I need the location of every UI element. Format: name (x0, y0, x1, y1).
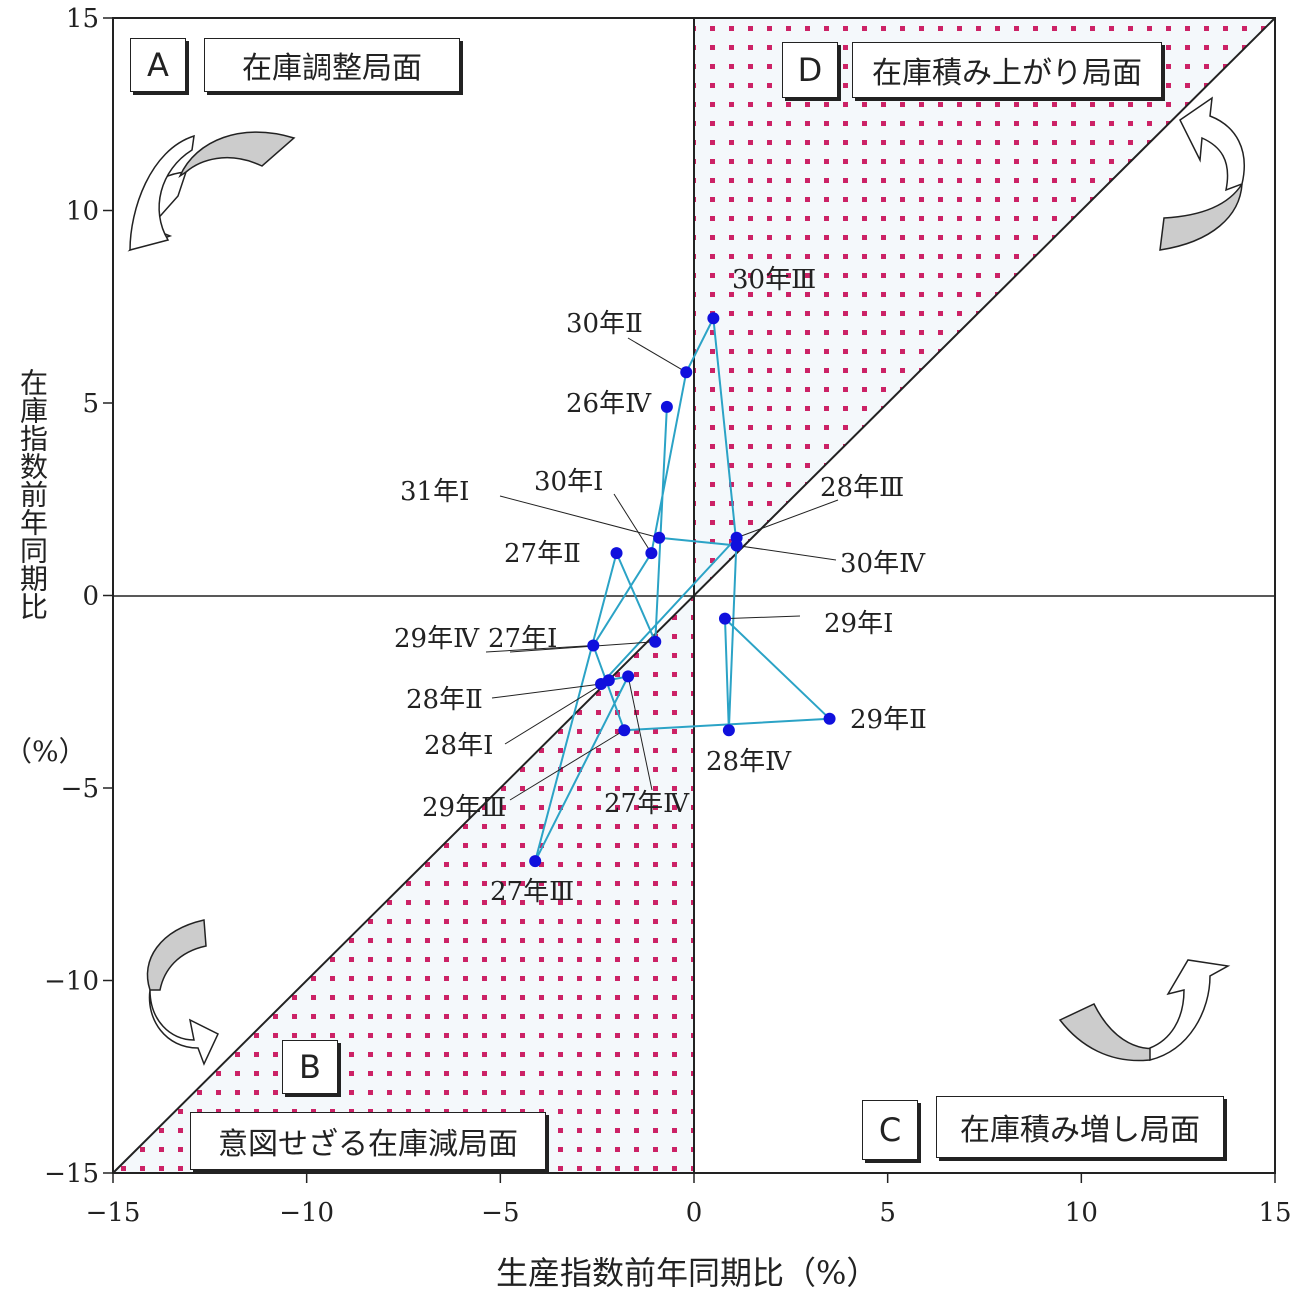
x-tick-label: −5 (481, 1198, 519, 1228)
x-tick-label: 5 (879, 1198, 896, 1228)
callout-line (504, 679, 610, 745)
label-callouts (485, 337, 839, 801)
series-line (534, 314, 832, 862)
data-point (707, 312, 720, 325)
x-tick-label: 0 (686, 1198, 703, 1228)
y-axis: −15 −10 −5 0 5 10 15 (44, 4, 113, 1189)
quadrant-b-letter: B (282, 1040, 338, 1094)
point-label: 30年Ⅰ (534, 467, 603, 497)
x-tick-label: −10 (279, 1198, 334, 1228)
y-tick-label: 15 (66, 4, 99, 34)
y-axis-unit-label: （%） (4, 735, 87, 768)
data-point (823, 712, 836, 725)
point-label: 30年Ⅲ (732, 265, 816, 295)
data-point (622, 670, 635, 683)
point-label: 27年Ⅳ (604, 789, 690, 819)
quadrant-d-phase-label: 在庫積み上がり局面 (852, 42, 1162, 98)
arrow-a (127, 131, 296, 252)
callout-line (499, 495, 660, 539)
callout-line (491, 683, 602, 699)
point-label: 26年Ⅳ (566, 389, 652, 419)
quadrant-c-phase-label: 在庫積み増し局面 (936, 1096, 1224, 1158)
point-label: 31年Ⅰ (400, 477, 469, 507)
data-point (660, 400, 673, 413)
point-label: 27年Ⅰ (488, 624, 557, 654)
point-label: 27年Ⅲ (490, 877, 574, 907)
arrow-c (1058, 959, 1231, 1062)
data-point (680, 366, 693, 379)
callout-line (627, 337, 687, 373)
cycle-arrows (127, 96, 1245, 1066)
callout-line (509, 641, 656, 653)
callout-line (724, 615, 801, 620)
point-labels: 26年Ⅳ 27年Ⅰ 27年Ⅱ 27年Ⅲ 27年Ⅳ 28年Ⅰ 28年Ⅱ 28年Ⅲ 28年Ⅳ 29年Ⅰ… (394, 265, 927, 907)
x-tick-label: −15 (86, 1198, 141, 1228)
point-label: 29年Ⅲ (422, 793, 506, 823)
callout-line (509, 729, 625, 801)
y-tick-label: −10 (44, 967, 99, 997)
quadrant-d-letter: D (782, 42, 838, 98)
point-label: 29年Ⅳ (394, 624, 480, 654)
point-label: 30年Ⅳ (840, 549, 926, 579)
data-points (529, 312, 836, 868)
data-point (618, 724, 631, 737)
data-point (653, 531, 666, 544)
quadrant-c-letter: C (862, 1100, 918, 1160)
callout-line (736, 544, 837, 561)
data-point (718, 612, 731, 625)
x-axis-label: 生産指数前年同期比（%） (496, 1254, 879, 1292)
point-label: 29年Ⅰ (824, 609, 893, 639)
quadrant-a-phase-label: 在庫調整局面 (204, 38, 460, 92)
y-tick-label: −5 (61, 774, 99, 804)
y-tick-label: 0 (82, 582, 99, 612)
x-tick-label: 15 (1258, 1198, 1291, 1228)
point-label: 28年Ⅱ (406, 685, 483, 715)
data-point (730, 539, 743, 552)
callout-line (627, 676, 653, 791)
callout-line (613, 493, 652, 554)
point-label: 28年Ⅳ (706, 747, 792, 777)
point-label: 27年Ⅱ (504, 539, 581, 569)
point-label: 30年Ⅱ (566, 309, 643, 339)
x-axis: −15 −10 −5 0 5 10 15 (86, 1173, 1292, 1228)
quadrant-b-phase-label: 意図せざる在庫減局面 (190, 1112, 546, 1170)
arrow-d (1159, 96, 1245, 251)
series-path (534, 314, 832, 862)
y-tick-label: −15 (44, 1159, 99, 1189)
data-point (529, 855, 542, 868)
data-point (722, 724, 735, 737)
diagonal-line (112, 17, 1276, 1174)
data-point (645, 547, 658, 560)
point-label: 29年Ⅱ (850, 705, 927, 735)
x-tick-label: 10 (1065, 1198, 1098, 1228)
callout-line (736, 499, 839, 539)
data-point (649, 635, 662, 648)
y-axis-label: 在庫指数前年同期比 (16, 368, 49, 620)
point-label: 28年Ⅰ (424, 731, 493, 761)
callout-line (485, 645, 594, 653)
point-label: 28年Ⅲ (820, 473, 904, 503)
y-tick-label: 5 (82, 389, 99, 419)
y-tick-label: 10 (66, 197, 99, 227)
data-point (587, 639, 600, 652)
quadrant-a-letter: A (130, 38, 186, 92)
arrow-b (146, 919, 219, 1066)
data-point (595, 678, 608, 691)
data-point (610, 547, 623, 560)
reference-lines (112, 17, 1276, 1174)
